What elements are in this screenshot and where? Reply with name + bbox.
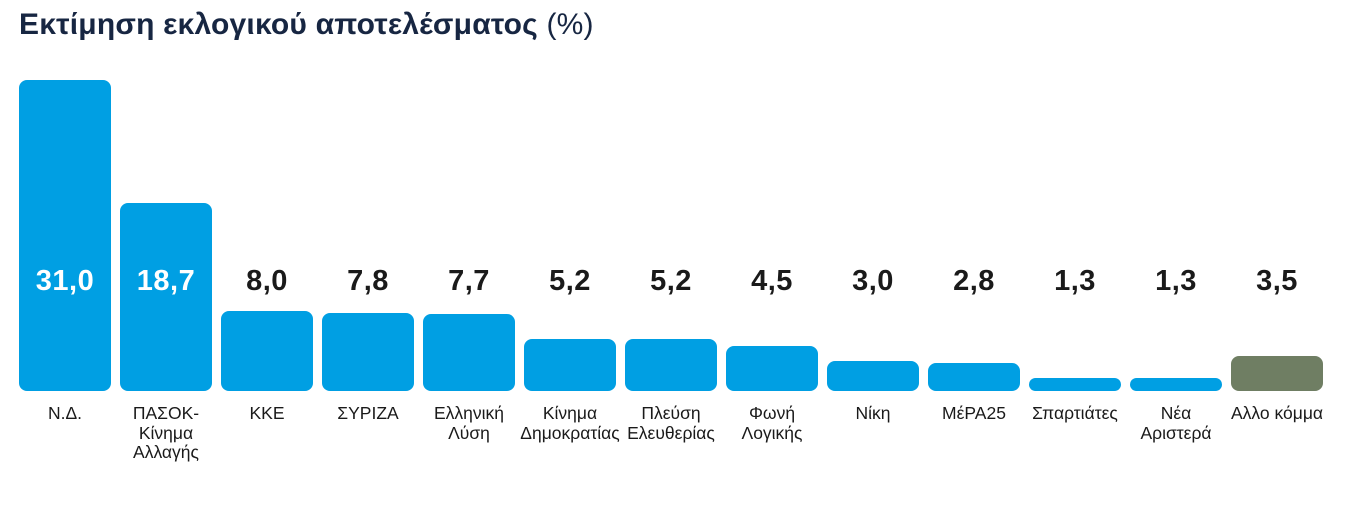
bar-value-label: 18,7 xyxy=(136,265,196,297)
bar xyxy=(524,339,616,391)
bar-value-label: 1,3 xyxy=(1155,265,1197,297)
bar-category-label: Νίκη xyxy=(855,403,891,423)
bar-value-label: 8,0 xyxy=(246,265,288,297)
bar xyxy=(726,346,818,391)
bar-value-label: 4,5 xyxy=(751,265,793,297)
bar-value-label: 3,5 xyxy=(1256,265,1298,297)
bar xyxy=(19,80,111,391)
bar-category-label: ΠΑΣΟΚ- Κίνημα Αλλαγής xyxy=(132,403,200,462)
bar-value-label: 7,8 xyxy=(347,265,389,297)
bar xyxy=(1231,356,1323,391)
bar-value-label: 7,7 xyxy=(448,265,490,297)
bar-category-label: Ελληνική Λύση xyxy=(433,403,505,443)
bar-category-label: Σπαρτιάτες xyxy=(1032,403,1118,423)
bar xyxy=(423,314,515,391)
bar xyxy=(928,363,1020,391)
chart-title-unit: (%) xyxy=(546,8,594,41)
bar-value-label: 2,8 xyxy=(953,265,995,297)
bar xyxy=(827,361,919,391)
bar-category-label: Ν.Δ. xyxy=(47,403,83,423)
bar xyxy=(625,339,717,391)
bar-category-label: ΣΥΡΙΖΑ xyxy=(337,403,399,423)
bar xyxy=(1130,378,1222,391)
bar xyxy=(322,313,414,391)
bar-value-label: 3,0 xyxy=(852,265,894,297)
bar-value-label: 1,3 xyxy=(1054,265,1096,297)
bar xyxy=(120,203,212,391)
bar-category-label: ΜέΡΑ25 xyxy=(942,403,1006,423)
bar-value-label: 5,2 xyxy=(650,265,692,297)
bar-category-label: Νέα Αριστερά xyxy=(1140,403,1212,443)
bar-value-label: 31,0 xyxy=(35,265,95,297)
bar-value-label: 5,2 xyxy=(549,265,591,297)
bar-category-label: Πλεύση Ελευθερίας xyxy=(627,403,715,443)
bar xyxy=(221,311,313,391)
chart-title: Εκτίμηση εκλογικού αποτελέσματος (%) xyxy=(19,8,594,42)
bar-category-label: Κίνημα Δημοκρατίας xyxy=(520,403,620,443)
bar-category-label: ΚΚΕ xyxy=(249,403,285,423)
chart-title-text: Εκτίμηση εκλογικού αποτελέσματος xyxy=(19,8,538,41)
bar-category-label: Αλλο κόμμα xyxy=(1230,403,1324,423)
bar-category-label: Φωνή Λογικής xyxy=(741,403,803,443)
bar xyxy=(1029,378,1121,391)
